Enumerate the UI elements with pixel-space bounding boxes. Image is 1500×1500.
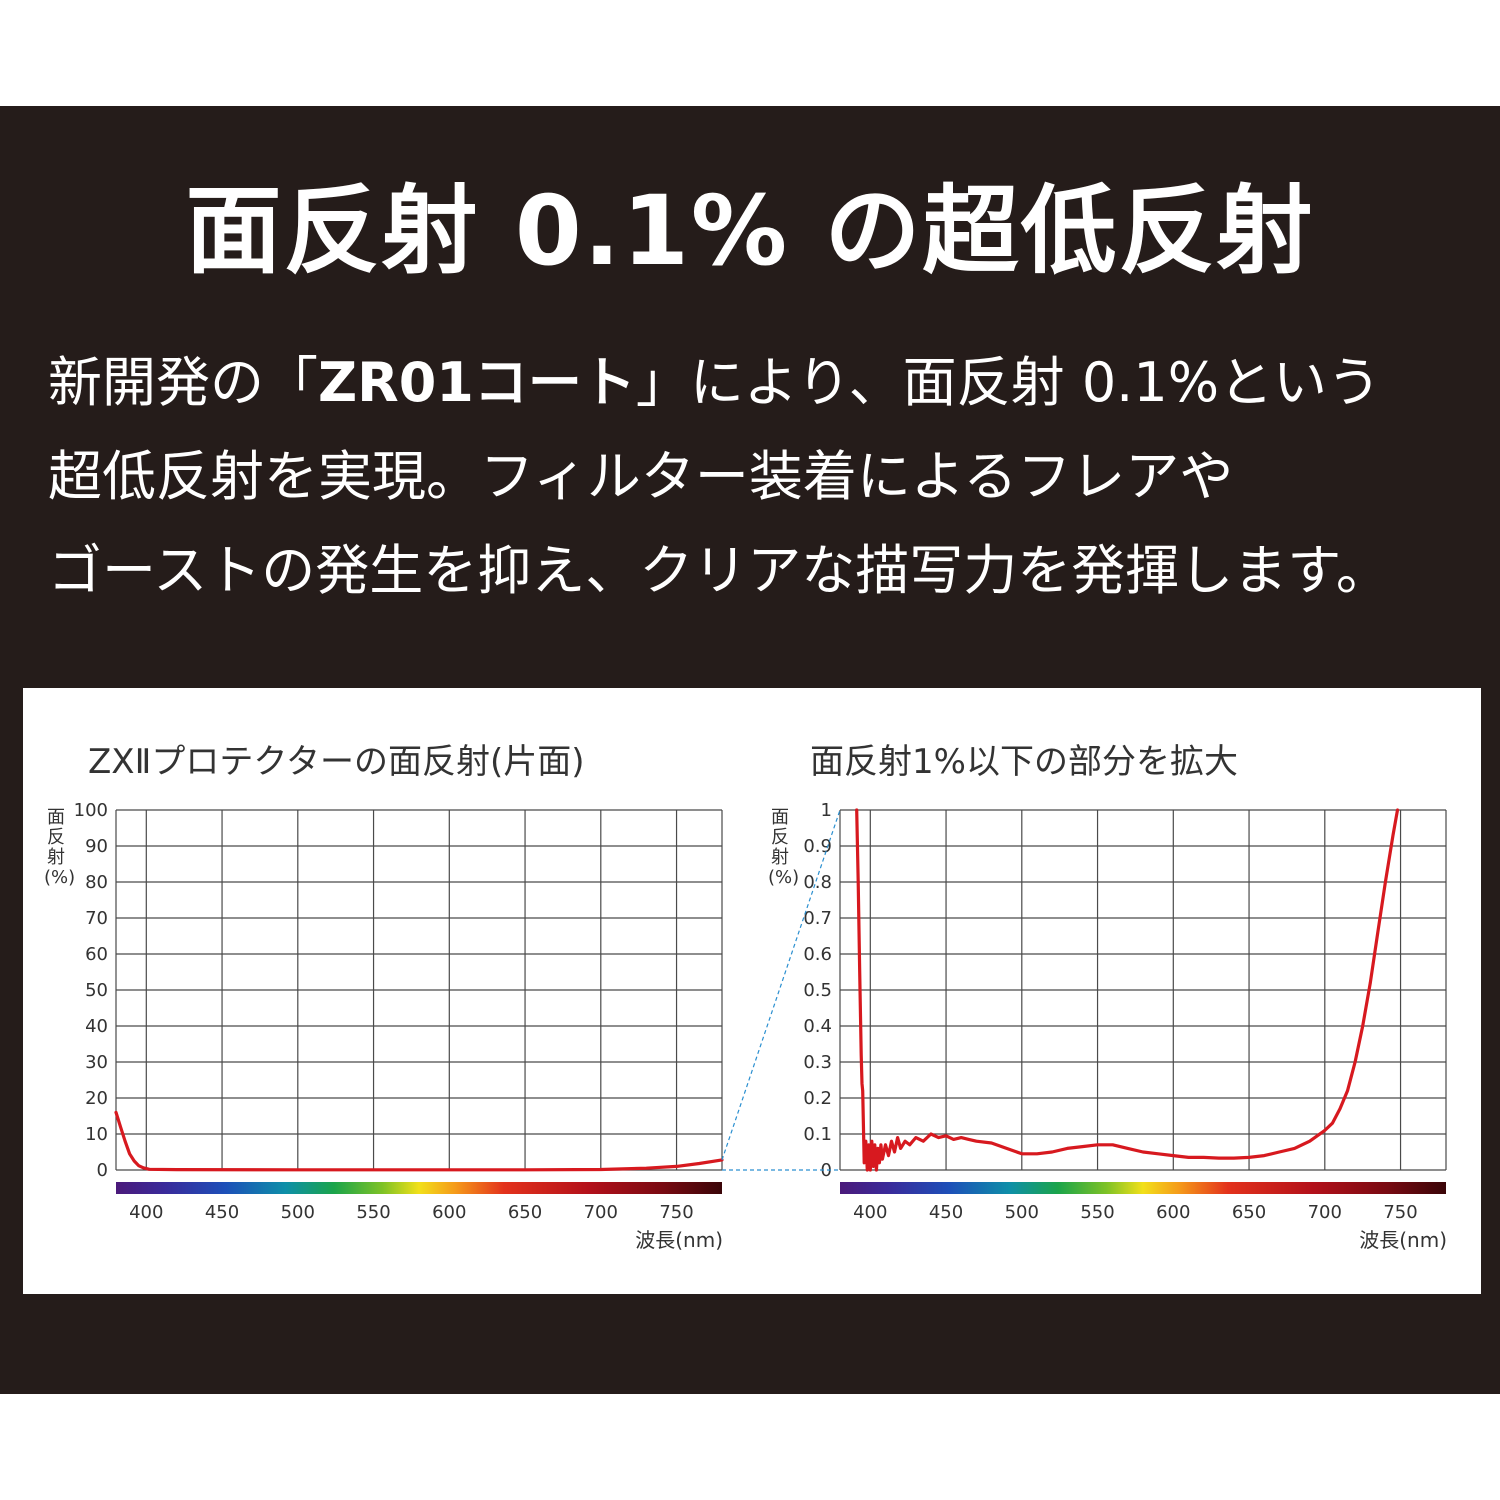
connector-line-top [721,809,841,1161]
right-ytick-label: 0.8 [803,872,832,893]
right-xtick-label: 750 [1383,1202,1417,1223]
left-ytick-label: 90 [85,836,108,857]
right-xtick-label: 400 [853,1202,887,1223]
left-ytick-label: 20 [85,1088,108,1109]
right-ytick-label: 0.9 [803,836,832,857]
right-xtick-label: 600 [1156,1202,1190,1223]
lead-line-1-pre: 新開発の「 [48,351,318,414]
left-spectrum-bar [116,1182,722,1194]
left-xtick-label: 500 [281,1202,315,1223]
left-ytick-label: 10 [85,1124,108,1145]
right-chart-title: 面反射1%以下の部分を拡大 [810,742,1238,782]
right-xtick-label: 550 [1080,1202,1114,1223]
right-ytick-label: 0.2 [803,1088,832,1109]
left-reflectance-line [114,1110,724,1172]
left-ytick-label: 50 [85,980,108,1001]
left-ylabel-char: (%) [44,867,76,888]
left-ytick-label: 0 [97,1160,108,1181]
left-ytick-label: 40 [85,1016,108,1037]
left-ylabel-char: 反 [47,827,65,848]
right-ytick-label: 0 [821,1160,832,1181]
left-ytick-label: 60 [85,944,108,965]
lead-line-3: ゴーストの発生を抑え、クリアな描写力を発揮します。 [48,539,1390,602]
right-ylabel-char: 反 [771,827,789,848]
headline: 面反射 0.1% の超低反射 [185,175,1315,287]
left-xtick-label: 700 [584,1202,618,1223]
right-ytick-label: 0.1 [803,1124,832,1145]
left-chart-ylabel: 面 反 射 (%) [44,807,76,888]
right-ylabel-char: 射 [771,847,789,868]
left-xtick-label: 400 [129,1202,163,1223]
right-reflectance-line [855,808,1400,1172]
lead-line-1-post: 」により、面反射 0.1%という [635,351,1382,414]
left-ytick-label: 80 [85,872,108,893]
left-xtick-label: 600 [432,1202,466,1223]
left-ylabel-char: 射 [47,847,65,868]
left-xtick-label: 750 [659,1202,693,1223]
left-xtick-label: 650 [508,1202,542,1223]
right-ylabel-char: (%) [768,867,800,888]
left-xtick-label: 450 [205,1202,239,1223]
left-ytick-label: 70 [85,908,108,929]
left-xtick-label: 550 [356,1202,390,1223]
right-spectrum-bar [840,1182,1446,1194]
right-ytick-label: 0.3 [803,1052,832,1073]
right-xtick-label: 500 [1005,1202,1039,1223]
left-chart-xlabel: 波長(nm) [635,1228,723,1252]
right-ytick-label: 1 [821,800,832,821]
right-ylabel-char: 面 [771,807,789,828]
right-ytick-label: 0.7 [803,908,832,929]
left-chart-title: ZXⅡプロテクターの面反射(片面) [88,742,585,782]
zoom-connector [721,809,841,1171]
lead-line-1: 新開発の「ZR01コート」により、面反射 0.1%という [48,352,1468,414]
right-xtick-label: 650 [1232,1202,1266,1223]
left-chart: 0 10 20 30 40 50 60 70 80 90 100 400 450 500 550 600 650… [74,800,724,1223]
right-chart: 0 0.1 0.2 0.3 0.4 0.5 0.6 0.7 0.8 0.9 1 400 450 500 55… [803,800,1447,1223]
coating-name: ZR01コート [318,351,636,414]
left-ytick-label: 100 [74,800,108,821]
left-ytick-label: 30 [85,1052,108,1073]
right-ytick-label: 0.4 [803,1016,832,1037]
right-ytick-label: 0.6 [803,944,832,965]
left-ylabel-char: 面 [47,807,65,828]
lead-line-2: 超低反射を実現。フィルター装着によるフレアや [48,445,1234,508]
right-ytick-label: 0.5 [803,980,832,1001]
right-chart-xlabel: 波長(nm) [1359,1228,1447,1252]
right-xtick-label: 700 [1308,1202,1342,1223]
right-xtick-label: 450 [929,1202,963,1223]
right-chart-ylabel: 面 反 射 (%) [768,807,800,888]
